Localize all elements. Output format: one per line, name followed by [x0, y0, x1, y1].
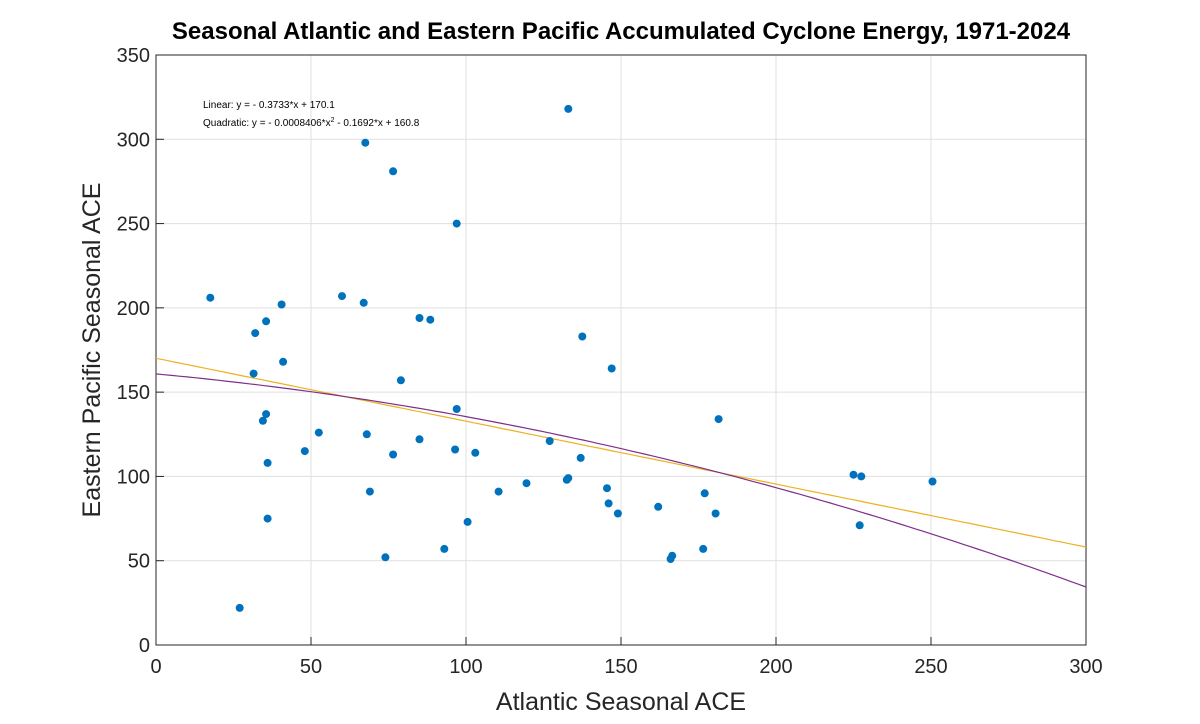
data-point: [206, 293, 215, 302]
data-point: [452, 219, 461, 228]
x-tick-label: 150: [604, 656, 637, 678]
x-tick-label: 300: [1069, 656, 1102, 678]
data-point: [700, 489, 709, 498]
linear-fit-line: [155, 357, 1087, 548]
data-point: [263, 514, 272, 523]
data-point: [251, 329, 260, 338]
data-point: [396, 376, 405, 385]
data-point: [314, 428, 323, 437]
data-point: [359, 298, 368, 307]
data-point: [452, 405, 461, 413]
y-axis-label: Eastern Pacific Seasonal ACE: [78, 183, 106, 518]
data-point: [576, 453, 585, 462]
data-point: [258, 416, 267, 425]
x-tick-label: 0: [150, 656, 161, 678]
y-tick-label: 150: [117, 382, 150, 404]
data-point: [381, 553, 390, 562]
axis-ticks: 0 50 100 150 200 250 300 0 50 100 150 200 250 300 350: [117, 45, 1103, 678]
data-point: [564, 104, 573, 113]
quadratic-eq-main: Quadratic: y = - 0.0008406*x: [203, 118, 331, 129]
data-point: [855, 521, 864, 530]
linear-fit-equation: Linear: y = - 0.3733*x + 170.1: [203, 100, 335, 111]
data-point: [361, 138, 370, 147]
data-point: [857, 472, 866, 481]
data-point: [263, 458, 272, 467]
data-point: [522, 479, 531, 488]
x-tick-label: 50: [300, 656, 322, 678]
data-point: [389, 450, 398, 459]
data-point: [451, 445, 460, 454]
x-axis-label: Atlantic Seasonal ACE: [496, 688, 746, 716]
data-point: [714, 415, 723, 424]
y-tick-label: 200: [117, 298, 150, 320]
data-point: [365, 487, 374, 496]
quadratic-eq-rest: - 0.1692*x + 160.8: [334, 118, 419, 129]
x-tick-label: 250: [914, 656, 947, 678]
data-point: [564, 474, 573, 483]
data-point: [654, 502, 663, 511]
data-point: [613, 509, 622, 518]
data-point: [471, 448, 480, 457]
quadratic-fit-line: [155, 373, 1087, 588]
data-point: [603, 484, 611, 493]
data-point: [362, 430, 371, 439]
chart-title: Seasonal Atlantic and Eastern Pacific Ac…: [172, 18, 1071, 45]
data-point: [604, 499, 613, 508]
x-tick-label: 200: [759, 656, 792, 678]
data-point: [711, 509, 720, 518]
data-point: [440, 544, 449, 553]
data-point: [463, 517, 472, 526]
data-point: [699, 544, 708, 553]
data-points: [206, 104, 937, 612]
y-tick-label: 250: [117, 214, 150, 236]
grid: [156, 55, 1086, 645]
data-point: [668, 551, 677, 560]
data-point: [849, 470, 858, 479]
y-tick-label: 100: [117, 466, 150, 488]
data-point: [235, 603, 244, 612]
data-point: [607, 364, 616, 373]
data-point: [262, 317, 271, 326]
data-point: [578, 332, 587, 341]
data-point: [494, 487, 503, 496]
data-point: [277, 300, 286, 309]
data-point: [249, 369, 258, 378]
fit-lines: [155, 357, 1087, 588]
data-point: [928, 477, 937, 486]
quadratic-eq-exponent: 2: [331, 117, 335, 124]
quadratic-fit-equation: Quadratic: y = - 0.0008406*x2 - 0.1692*x…: [203, 117, 420, 129]
data-point: [262, 410, 271, 419]
data-point: [415, 314, 424, 322]
data-point: [300, 447, 309, 456]
y-tick-label: 350: [117, 45, 150, 67]
data-point: [389, 167, 398, 176]
y-tick-label: 0: [139, 635, 150, 657]
data-point: [338, 292, 346, 301]
y-tick-label: 50: [128, 551, 150, 573]
x-tick-label: 100: [449, 656, 482, 678]
data-point: [426, 315, 435, 324]
data-point: [279, 357, 288, 366]
data-point: [415, 435, 424, 444]
y-tick-label: 300: [117, 129, 150, 151]
data-point: [545, 437, 554, 445]
